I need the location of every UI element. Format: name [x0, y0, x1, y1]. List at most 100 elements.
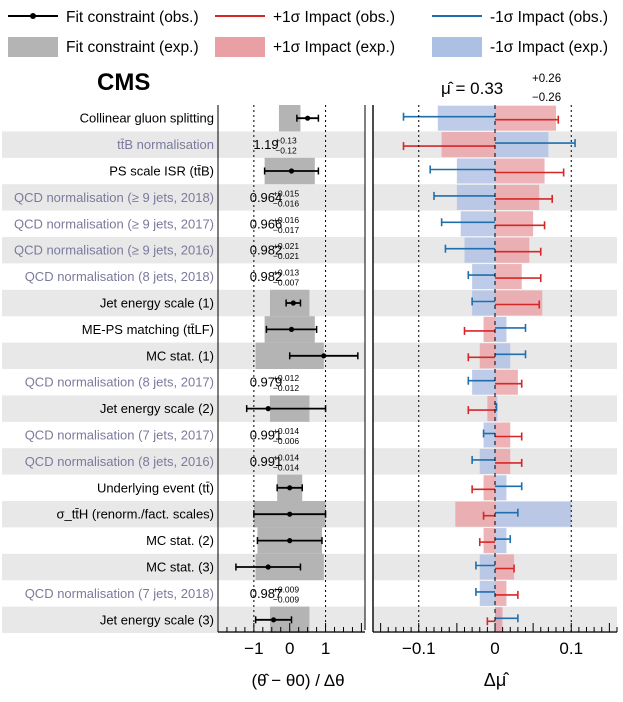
impact-bar-plus-exp [483, 475, 495, 501]
impact-bar-plus-exp [441, 132, 495, 158]
parameter-label: Jet energy scale (3) [100, 612, 214, 627]
norm-value: 0.982 [250, 243, 283, 258]
mu-hat-down: −0.26 [532, 92, 561, 104]
parameter-label: QCD normalisation (7 jets, 2018) [25, 586, 214, 601]
norm-up: +0.014 [273, 426, 300, 436]
pull-tick-label: 1 [321, 639, 330, 658]
parameter-label: Collinear gluon splitting [80, 111, 214, 126]
legend-label-minus_exp: -1σ Impact (exp.) [490, 39, 608, 56]
norm-down: −0.021 [273, 251, 300, 261]
impact-bar-minus-exp [456, 158, 495, 184]
pull-point [305, 115, 311, 121]
row-band-left [2, 448, 365, 475]
norm-value: 0.966 [250, 216, 283, 231]
norm-value: 0.982 [250, 269, 283, 284]
impact-bar-plus-exp [495, 448, 511, 474]
norm-up: +0.009 [273, 584, 300, 594]
pull-point [288, 168, 295, 174]
norm-up: +0.021 [273, 241, 300, 251]
mu-hat-value: μ̂ = 0.33 [441, 79, 503, 98]
impact-bar-minus-exp [495, 343, 511, 369]
norm-up: +0.014 [273, 452, 300, 462]
pull-point [287, 485, 293, 491]
legend: Fit constraint (obs.) +1σ Impact (obs.) -1… [8, 9, 608, 57]
legend-box-exp [8, 37, 58, 57]
parameter-label: QCD normalisation (≥ 9 jets, 2016) [14, 243, 214, 258]
pull-point [290, 300, 296, 306]
pull-point [287, 538, 293, 544]
mu-hat-label: μ̂ = 0.33 +0.26 −0.26 [441, 73, 561, 104]
impact-bar-plus-exp [495, 422, 511, 448]
parameter-label: tt̄B normalisation [117, 137, 214, 152]
impact-bar-plus-exp [495, 290, 543, 316]
parameter-label: PS scale ISR (tt̄B) [109, 164, 214, 179]
impact-bar-minus-exp [495, 132, 549, 158]
norm-value: 0.979 [250, 375, 283, 390]
legend-label-plus_obs: +1σ Impact (obs.) [273, 9, 395, 26]
norm-value: 0.991 [250, 428, 283, 443]
impact-bar-plus-exp [483, 316, 495, 342]
parameter-label: MC stat. (1) [146, 348, 214, 363]
impact-bar-minus-exp [464, 237, 495, 263]
legend-label-plus_exp: +1σ Impact (exp.) [273, 39, 395, 56]
pull-point [287, 511, 293, 517]
parameter-label: Jet energy scale (1) [100, 296, 214, 311]
norm-up: +0.016 [273, 215, 300, 225]
norm-up: +0.012 [273, 373, 300, 383]
parameter-label: ME-PS matching (tt̄LF) [82, 322, 214, 337]
parameter-label: MC stat. (3) [146, 560, 214, 575]
legend-label-obs: Fit constraint (obs.) [66, 9, 199, 26]
legend-box-plus_exp [215, 37, 265, 57]
impact-bar-minus-exp [456, 184, 495, 210]
impact-bar-minus-exp [495, 501, 572, 527]
impact-bar-plus-exp [495, 211, 534, 237]
pull-tick-label: −1 [244, 639, 263, 658]
parameter-label: QCD normalisation (8 jets, 2017) [25, 375, 214, 390]
pull-panel: 1.19+0.13−0.120.964+0.015−0.0160.966+0.0… [235, 105, 359, 633]
norm-up: +0.013 [273, 268, 300, 278]
impact-bar-plus-exp [495, 369, 518, 395]
impact-bar-minus-exp [472, 264, 495, 290]
impact-bar-minus-exp [472, 369, 495, 395]
pull-point [270, 617, 277, 623]
norm-down: −0.009 [273, 594, 300, 604]
norm-up: +0.13 [275, 136, 297, 146]
parameter-label: QCD normalisation (≥ 9 jets, 2017) [14, 216, 214, 231]
impact-axis-title: Δμ̂ [484, 670, 509, 690]
legend-label-minus_obs: -1σ Impact (obs.) [490, 9, 608, 26]
norm-down: −0.014 [273, 462, 300, 472]
parameter-label: QCD normalisation (≥ 9 jets, 2018) [14, 190, 214, 205]
panel-frames: −1 0 1 −0.1 0 0.1 [217, 105, 618, 658]
impact-bar-plus-exp [495, 580, 507, 606]
impact-tick-label: 0 [490, 639, 499, 658]
impact-panel [402, 105, 576, 633]
norm-up: +0.015 [273, 188, 300, 198]
pull-point [265, 406, 271, 412]
impact-tick-label: −0.1 [402, 639, 436, 658]
impact-bar-plus-exp [483, 528, 495, 554]
cms-label: CMS [97, 69, 150, 96]
norm-down: −0.017 [273, 225, 300, 235]
impact-bar-minus-exp [472, 290, 495, 316]
pull-tick-label: 0 [285, 639, 294, 658]
row-band-left [2, 184, 365, 211]
parameter-label: Underlying event (tt̄) [97, 480, 214, 495]
norm-value: 0.987 [250, 586, 283, 601]
impact-bar-plus-exp [479, 343, 495, 369]
row-band-left [2, 131, 365, 158]
impact-bar-plus-exp [495, 554, 515, 580]
impact-bar-minus-exp [483, 422, 495, 448]
impact-bar-minus-exp [495, 528, 507, 554]
impact-bar-minus-exp [495, 316, 507, 342]
parameter-labels: Collinear gluon splitting tt̄B normalisat… [14, 111, 214, 628]
impact-tick-label: 0.1 [559, 639, 583, 658]
impact-bar-minus-exp [479, 554, 495, 580]
impact-bar-plus-exp [495, 158, 545, 184]
impact-bar-minus-exp [479, 448, 495, 474]
legend-box-minus_exp [432, 37, 482, 57]
impact-bar-plus-exp [495, 607, 503, 633]
impact-bar-plus-exp [495, 237, 530, 263]
norm-down: −0.12 [275, 146, 297, 156]
pull-point [265, 564, 271, 570]
pull-axis-title: (θ̂ − θ0) / Δθ [251, 671, 344, 690]
